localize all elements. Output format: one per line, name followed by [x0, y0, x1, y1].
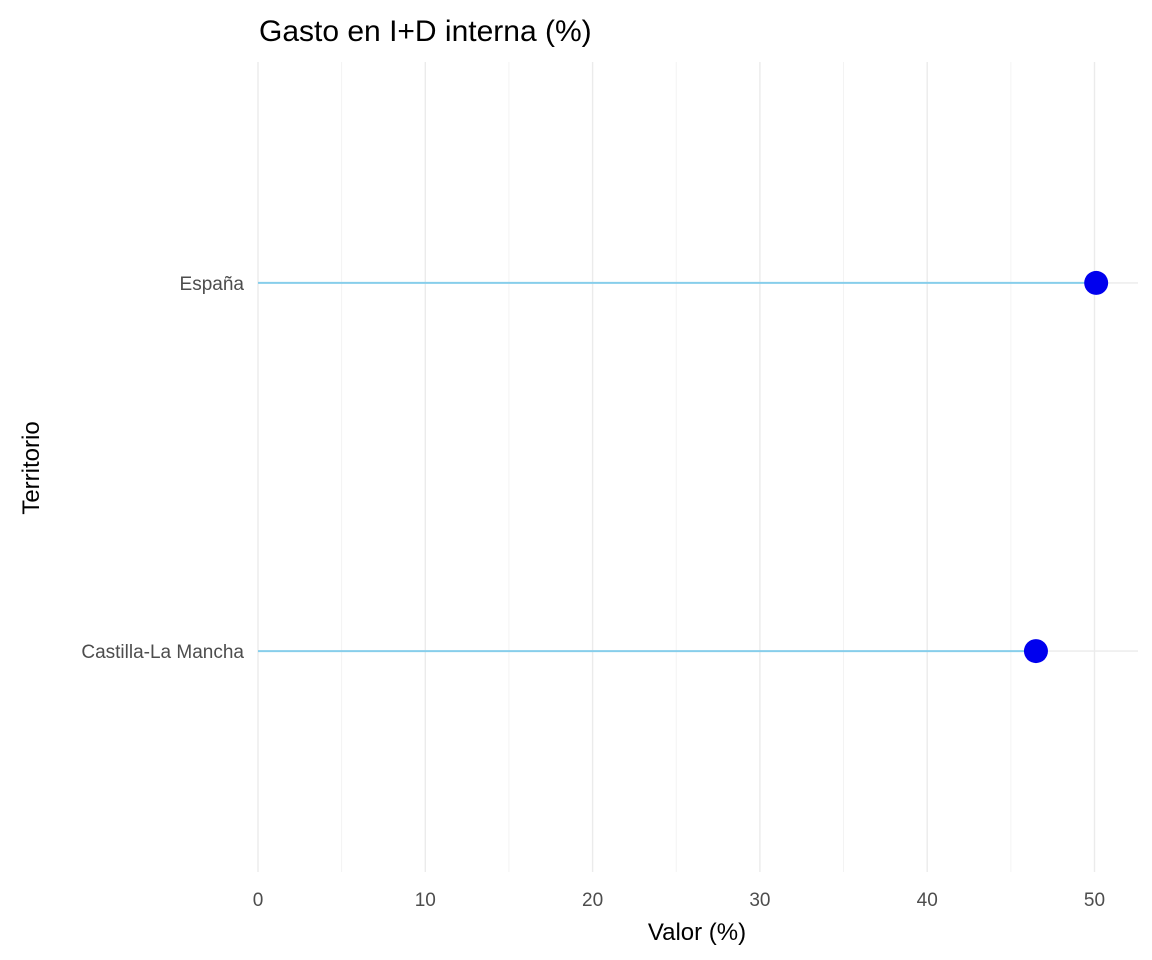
x-tick-label: 20	[582, 890, 603, 911]
x-axis-title: Valor (%)	[648, 919, 746, 946]
x-tick-label: 10	[415, 890, 436, 911]
lollipop-point	[1023, 639, 1048, 664]
x-tick-label: 30	[749, 890, 770, 911]
x-tick-label: 50	[1084, 890, 1105, 911]
x-tick-label: 40	[917, 890, 938, 911]
chart-title: Gasto en I+D interna (%)	[259, 15, 592, 48]
lollipop-point	[1084, 270, 1109, 295]
y-tick-label: España	[180, 274, 245, 295]
y-tick-label: Castilla-La Mancha	[81, 642, 244, 663]
y-axis-title: Territorio	[18, 421, 45, 514]
plot-panel: 0 10 20 30 40 50 Castilla-La Mancha España	[81, 62, 1138, 911]
x-tick-label: 0	[253, 890, 264, 911]
